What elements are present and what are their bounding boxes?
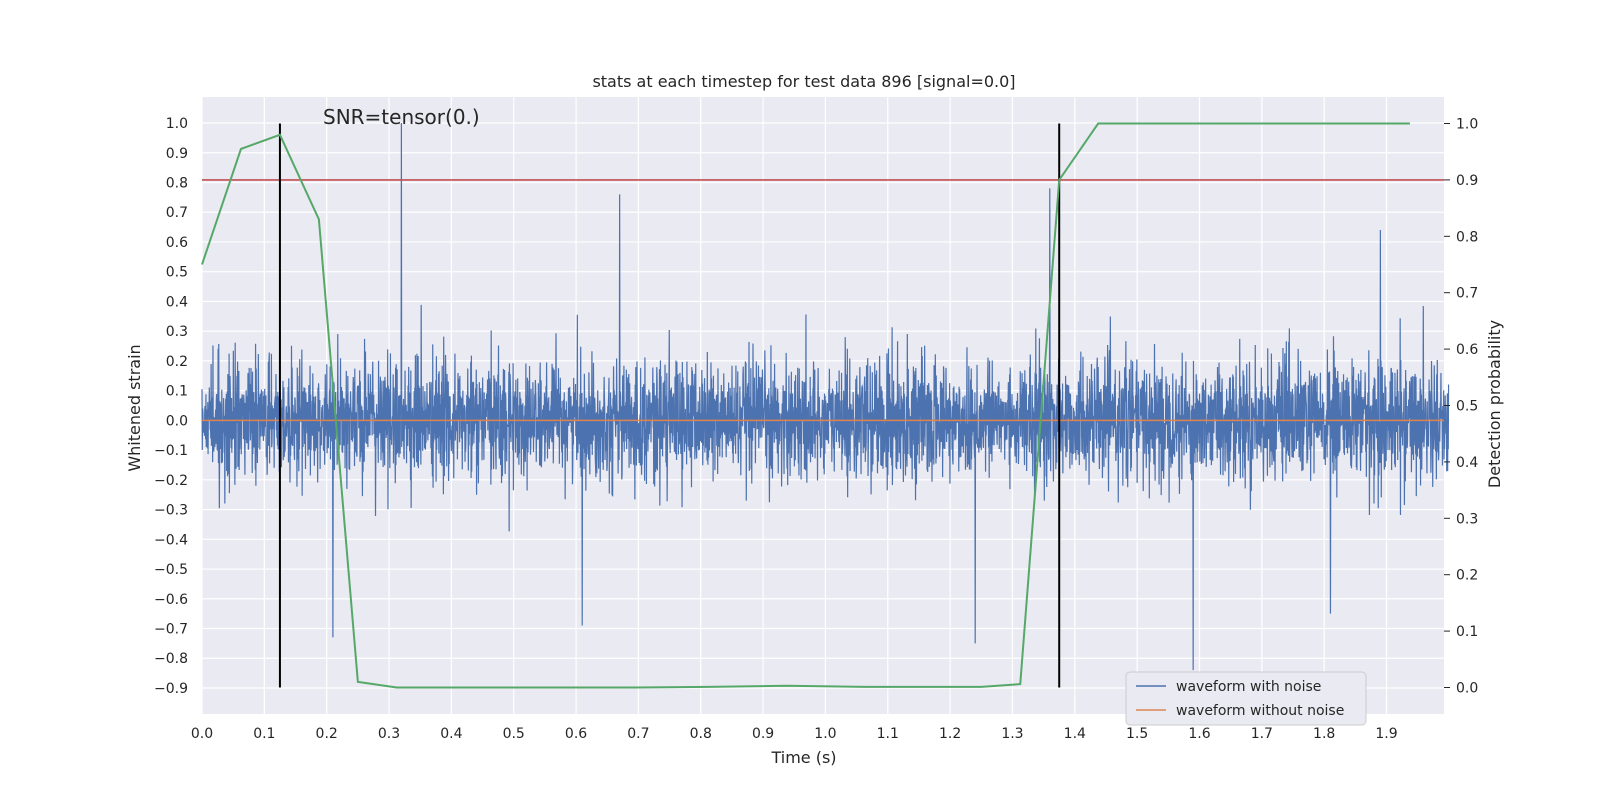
y2-tick-label: 0.2 bbox=[1456, 568, 1478, 584]
x-tick-label: 0.3 bbox=[378, 726, 400, 742]
x-tick-label: 0.5 bbox=[503, 726, 525, 742]
x-tick-label: 1.1 bbox=[877, 726, 899, 742]
axis-ticks: 0.0 0.1 0.2 0.3 0.4 0.5 0.6 0.7 0.8 0.9 1.0 1.1 1.2 1… bbox=[154, 116, 1478, 742]
snr-annotation: SNR=tensor(0.) bbox=[323, 105, 480, 129]
y-tick-label: 0.2 bbox=[166, 354, 188, 370]
x-tick-label: 1.0 bbox=[814, 726, 836, 742]
y-tick-label: −0.9 bbox=[154, 681, 188, 697]
y-tick-label: −0.8 bbox=[154, 651, 188, 667]
y-tick-label: 0.4 bbox=[166, 294, 188, 310]
y2-tick-label: 0.7 bbox=[1456, 286, 1478, 302]
y2-tick-label: 0.9 bbox=[1456, 173, 1478, 189]
y2-tick-label: 0.1 bbox=[1456, 624, 1478, 640]
y-tick-label: −0.3 bbox=[154, 503, 188, 519]
y-tick-label: 0.0 bbox=[166, 413, 188, 429]
marker-lines bbox=[278, 123, 1061, 688]
x-tick-label: 1.3 bbox=[1001, 726, 1023, 742]
y-tick-label: 0.9 bbox=[166, 146, 188, 162]
x-tick-label: 0.9 bbox=[752, 726, 774, 742]
y-tick-label: −0.2 bbox=[154, 473, 188, 489]
y2-tick-label: 0.0 bbox=[1456, 680, 1478, 696]
series-detection-probability bbox=[201, 122, 1410, 689]
x-tick-label: 0.8 bbox=[690, 726, 712, 742]
y2-tick-label: 0.4 bbox=[1456, 455, 1478, 471]
y-tick-label: 0.5 bbox=[166, 265, 188, 281]
x-tick-label: 1.8 bbox=[1313, 726, 1335, 742]
x-tick-label: 0.2 bbox=[316, 726, 338, 742]
y-tick-label: −0.7 bbox=[154, 622, 188, 638]
y-tick-label: 0.7 bbox=[166, 205, 188, 221]
x-tick-label: 1.2 bbox=[939, 726, 961, 742]
legend-box bbox=[1125, 671, 1367, 726]
y2-axis-label: Detection probability bbox=[1485, 320, 1504, 488]
y-tick-label: 0.1 bbox=[166, 384, 188, 400]
y-tick-label: 1.0 bbox=[166, 116, 188, 132]
x-tick-label: 1.5 bbox=[1126, 726, 1148, 742]
x-tick-label: 1.4 bbox=[1064, 726, 1086, 742]
x-axis-label: Time (s) bbox=[770, 748, 836, 767]
probability-line bbox=[201, 122, 1410, 689]
x-tick-label: 1.7 bbox=[1251, 726, 1273, 742]
x-tick-label: 1.6 bbox=[1188, 726, 1210, 742]
y-tick-label: −0.1 bbox=[154, 443, 188, 459]
x-tick-label: 0.7 bbox=[627, 726, 649, 742]
y2-tick-label: 0.5 bbox=[1456, 399, 1478, 415]
y-tick-label: −0.4 bbox=[154, 532, 188, 548]
y-tick-label: 0.6 bbox=[166, 235, 188, 251]
x-tick-label: 0.1 bbox=[253, 726, 275, 742]
noise-line bbox=[201, 123, 1450, 671]
y2-tick-label: 0.3 bbox=[1456, 511, 1478, 527]
legend-label-noise: waveform with noise bbox=[1176, 679, 1321, 695]
y-tick-label: 0.3 bbox=[166, 324, 188, 340]
y-tick-label: −0.6 bbox=[154, 592, 188, 608]
chart-title: stats at each timestep for test data 896… bbox=[592, 72, 1015, 91]
y2-tick-label: 1.0 bbox=[1456, 117, 1478, 133]
y-tick-label: −0.5 bbox=[154, 562, 188, 578]
legend-label-clean: waveform without noise bbox=[1176, 703, 1344, 719]
y2-tick-label: 0.8 bbox=[1456, 229, 1478, 245]
x-tick-label: 0.4 bbox=[440, 726, 462, 742]
legend: waveform with noise waveform without noi… bbox=[1125, 671, 1367, 726]
x-tick-label: 1.9 bbox=[1375, 726, 1397, 742]
y-axis-label: Whitened strain bbox=[125, 344, 144, 471]
y2-tick-label: 0.6 bbox=[1456, 342, 1478, 358]
y-tick-label: 0.8 bbox=[166, 175, 188, 191]
series-waveform-with-noise bbox=[201, 123, 1450, 671]
x-tick-label: 0.0 bbox=[191, 726, 213, 742]
x-tick-label: 0.6 bbox=[565, 726, 587, 742]
